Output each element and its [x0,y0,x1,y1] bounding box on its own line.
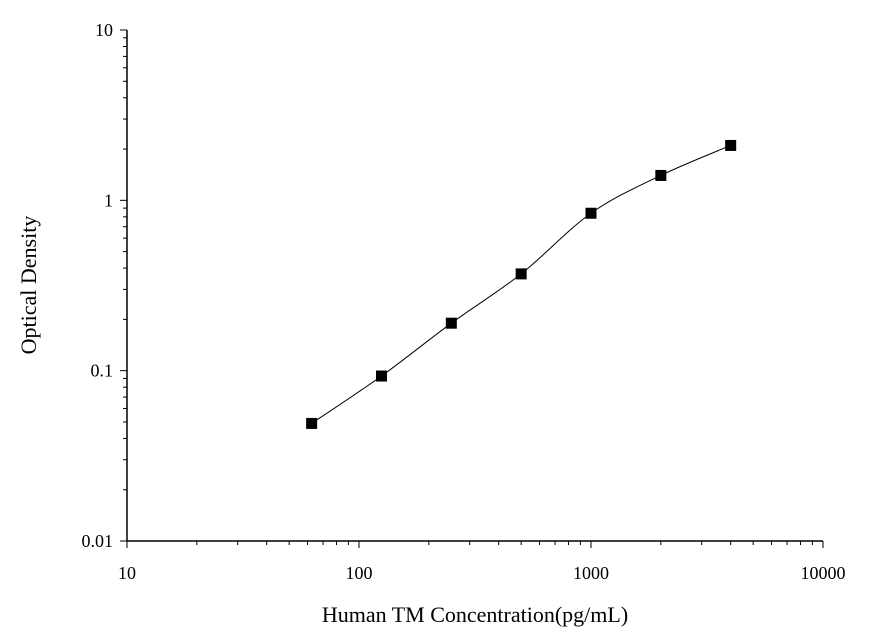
x-tick-label: 100 [346,563,373,583]
data-point-marker [375,370,387,382]
x-tick-label: 1000 [573,563,609,583]
y-tick-labels: 10 1 0.1 0.01 [82,20,114,551]
x-tick-labels: 10 100 1000 10000 [118,563,846,583]
data-point-marker [515,268,527,280]
fitted-curve [311,144,731,424]
x-axis-title: Human TM Concentration(pg/mL) [322,602,628,627]
data-point-marker [306,417,318,429]
data-markers [306,139,737,429]
y-tick-label: 0.1 [91,361,114,381]
ticks-layer [120,29,824,548]
y-tick-label: 1 [104,190,113,210]
y-axis-title: Optical Density [16,216,41,355]
data-point-marker [725,139,737,151]
x-tick-label: 10 [118,563,136,583]
y-tick-label: 10 [95,20,113,40]
x-tick-label: 10000 [801,563,846,583]
y-tick-label: 0.01 [82,531,114,551]
data-point-marker [585,207,597,219]
data-point-marker [445,317,457,329]
data-point-marker [655,169,667,181]
